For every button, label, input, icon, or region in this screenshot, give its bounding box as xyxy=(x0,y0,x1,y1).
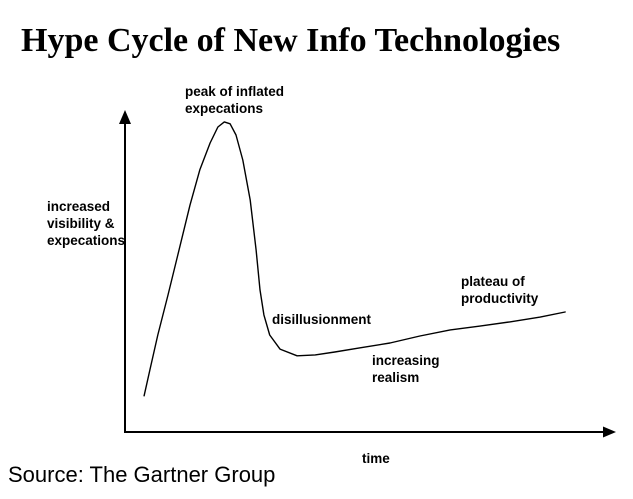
annotation-disillusionment: disillusionment xyxy=(272,312,372,327)
source-attribution: Source: The Gartner Group xyxy=(8,462,276,487)
annotation-peak-of-inflated-expectations: peak of inflated expecations xyxy=(185,84,285,116)
annotation-increasing-realism: increasing realism xyxy=(372,353,440,385)
page-title: Hype Cycle of New Info Technologies xyxy=(21,22,561,59)
x-axis-label: time xyxy=(362,451,390,466)
annotation-plateau-of-productivity: plateau of productivity xyxy=(461,274,539,306)
hype-curve-line xyxy=(143,121,566,397)
y-axis-arrowhead-icon xyxy=(119,110,131,124)
x-axis-arrowhead-icon xyxy=(603,426,616,438)
y-axis-label: increased visibility & expecations xyxy=(47,199,126,248)
